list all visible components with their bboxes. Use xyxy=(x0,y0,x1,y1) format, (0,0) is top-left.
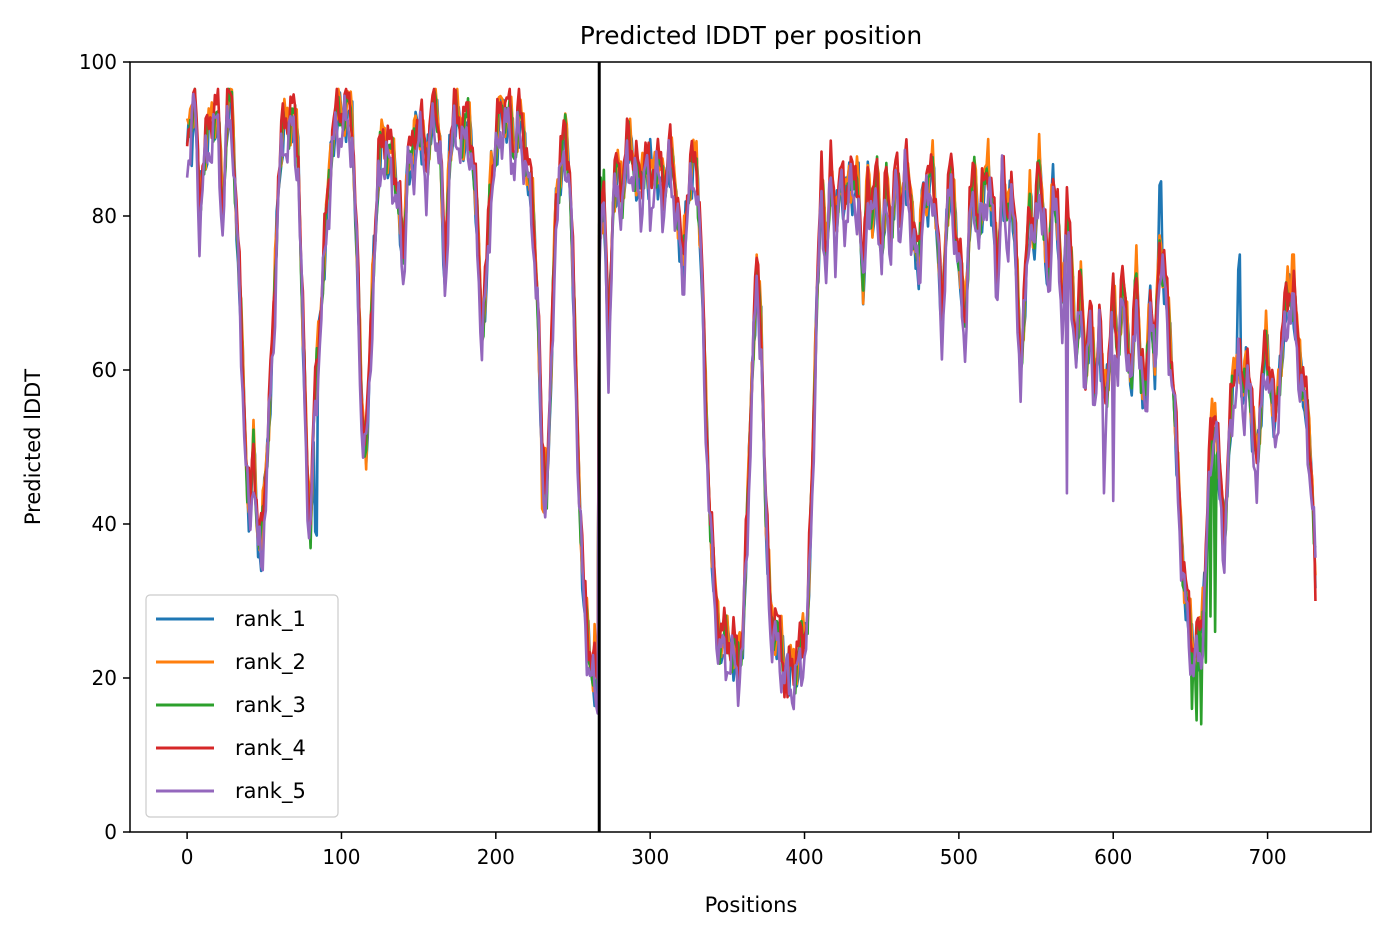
legend-label-rank_1: rank_1 xyxy=(235,607,306,632)
y-axis: 0 20 40 60 80 100 xyxy=(79,50,130,844)
y-tick-label: 20 xyxy=(92,666,117,690)
legend-box xyxy=(145,594,339,818)
x-tick-label: 100 xyxy=(322,845,360,869)
plot-frame xyxy=(129,61,1372,833)
chart-title: Predicted lDDT per position xyxy=(580,21,922,50)
plot-lines xyxy=(185,87,1317,726)
series-line-rank_5 xyxy=(185,92,1317,715)
x-tick-label: 300 xyxy=(631,845,669,869)
y-tick-label: 60 xyxy=(92,358,117,382)
x-tick-label: 600 xyxy=(1094,845,1132,869)
x-tick-label: 400 xyxy=(785,845,823,869)
x-tick-label: 700 xyxy=(1248,845,1286,869)
x-axis: 0 100 200 300 400 500 600 700 xyxy=(181,832,1287,869)
legend-label-rank_4: rank_4 xyxy=(235,736,306,761)
y-tick-label: 80 xyxy=(92,204,117,228)
legend-label-rank_5: rank_5 xyxy=(235,779,306,804)
y-tick-label: 40 xyxy=(92,512,117,536)
y-tick-label: 100 xyxy=(79,50,117,74)
x-tick-label: 0 xyxy=(181,845,194,869)
y-axis-title: Predicted lDDT xyxy=(21,369,45,525)
x-tick-label: 200 xyxy=(477,845,515,869)
y-tick-label: 0 xyxy=(104,820,117,844)
x-tick-label: 500 xyxy=(940,845,978,869)
legend: rank_1 rank_2 rank_3 rank_4 rank_5 xyxy=(145,594,339,818)
legend-label-rank_3: rank_3 xyxy=(235,693,306,718)
x-axis-title: Positions xyxy=(705,893,798,917)
legend-label-rank_2: rank_2 xyxy=(235,650,306,675)
